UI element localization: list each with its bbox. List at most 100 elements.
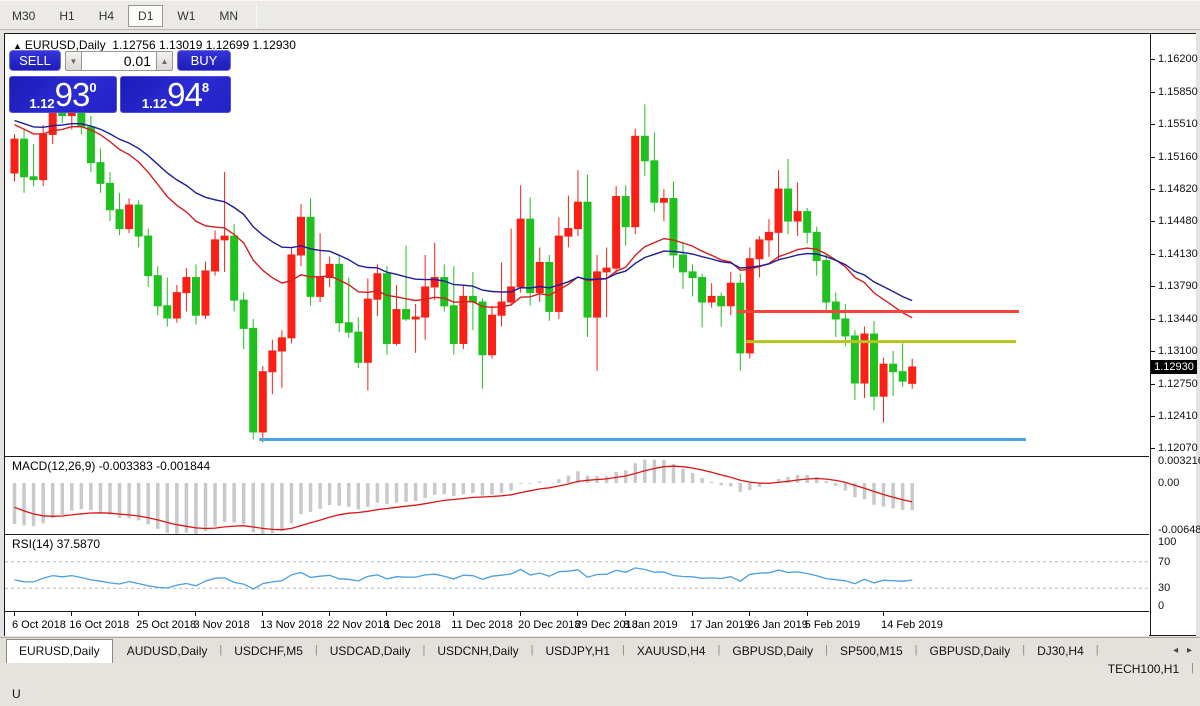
date-tick — [453, 612, 455, 616]
date-axis-label: 22 Nov 2018 — [327, 619, 390, 631]
sell-button[interactable]: SELL — [9, 50, 61, 71]
date-axis-label: 8 Jan 2019 — [623, 619, 678, 631]
rsi-axis-label: 100 — [1158, 536, 1177, 548]
chart-tab[interactable]: USDCHF,M5 — [234, 644, 303, 658]
macd-axis-label: 0.003216 — [1158, 455, 1200, 467]
date-axis-label: 14 Feb 2019 — [881, 619, 943, 631]
tab-separator: | — [825, 644, 828, 656]
volume-decrease-button[interactable]: ▼ — [65, 51, 82, 71]
macd-main-value: -0.003383 — [98, 459, 153, 473]
chart-window[interactable]: ▲ EURUSD,Daily 1.12756 1.13019 1.12699 1.… — [4, 33, 1200, 636]
buy-button[interactable]: BUY — [177, 50, 231, 71]
rsi-axis-label: 0 — [1158, 600, 1165, 612]
tab-separator: | — [422, 644, 426, 656]
bid-price-box[interactable]: 1.12930 — [9, 76, 117, 113]
tab-separator: | — [314, 644, 318, 656]
tab-scroll-arrows: ◂ ▸ — [1167, 645, 1192, 656]
price-tick — [1151, 157, 1155, 158]
toolbar-separator — [256, 5, 258, 27]
price-tick — [1151, 447, 1155, 449]
price-axis-label: 1.12070 — [1158, 441, 1198, 454]
date-tick — [692, 612, 694, 616]
rsi-axis-label: 30 — [1158, 582, 1171, 595]
price-axis-label: 1.13790 — [1158, 280, 1198, 292]
date-axis-label: 3 Nov 2018 — [193, 619, 250, 631]
price-tick — [1151, 189, 1155, 191]
tab-separator: | — [530, 644, 534, 656]
price-tick — [1151, 383, 1155, 385]
date-axis-label: 26 Jan 2019 — [747, 619, 808, 631]
timeframe-button-h1[interactable]: H1 — [59, 9, 75, 23]
chart-tab[interactable]: SP500,M15 — [839, 644, 903, 658]
one-click-trade-widget: SELL ▼ ▲ BUY 1.12930 1.12948 — [9, 50, 231, 113]
date-tick — [386, 612, 388, 616]
macd-plot[interactable] — [5, 456, 1149, 534]
chart-tab[interactable]: USDJPY,H1 — [545, 644, 610, 658]
chart-tab-bar: ◂ ▸ EURUSD,Daily AUDUSD,Daily | USDCHF,M5 | U… — [0, 637, 1200, 701]
chart-tab[interactable]: USDCNH,Daily — [437, 644, 519, 658]
price-tick — [1151, 286, 1155, 287]
tab-separator: | — [717, 644, 721, 656]
macd-axis-label: -0.006485 — [1158, 524, 1200, 536]
price-axis-label: 1.12410 — [1158, 409, 1198, 422]
date-tick — [577, 612, 579, 616]
timeframe-toolbar: M30 H1 H4 D1 W1 MN — [0, 0, 1200, 30]
macd-label: MACD(12,26,9) -0.003383 -0.001844 — [12, 459, 211, 473]
timeframe-button-d1[interactable]: D1 — [128, 5, 164, 27]
volume-input[interactable] — [82, 51, 156, 71]
volume-increase-button[interactable]: ▲ — [156, 51, 173, 71]
chart-symbol: EURUSD,Daily — [24, 38, 106, 52]
price-tick — [1151, 221, 1155, 223]
date-tick — [625, 612, 627, 616]
ohlc-close: 1.12930 — [252, 38, 296, 52]
date-axis-label: 16 Oct 2018 — [69, 619, 130, 631]
chart-tab[interactable]: XAUUSD,H4 — [636, 644, 706, 658]
price-axis-label: 1.14130 — [1158, 248, 1198, 260]
price-axis-label: 1.16200 — [1158, 53, 1198, 66]
timeframe-button-h4[interactable]: H4 — [98, 9, 115, 23]
price-tick — [1151, 318, 1155, 320]
tab-scroll-left-icon[interactable]: ◂ — [1173, 645, 1179, 656]
price-axis-label: 1.15850 — [1158, 86, 1198, 99]
date-tick — [138, 612, 140, 616]
price-axis-label: 1.12750 — [1158, 377, 1198, 390]
date-tick — [883, 612, 885, 616]
chart-tab[interactable]: GBPUSD,Daily — [732, 644, 814, 658]
date-axis-label: 25 Oct 2018 — [136, 619, 197, 631]
candlestick-plot[interactable] — [5, 34, 1149, 456]
date-axis-label: 11 Dec 2018 — [451, 619, 513, 631]
date-tick — [195, 612, 197, 616]
chart-tab[interactable]: EURUSD,Daily — [6, 639, 113, 663]
date-axis-label: 5 Feb 2019 — [804, 619, 861, 631]
chart-tab[interactable]: TECH100,H1 — [1107, 662, 1180, 676]
price-axis-label: 1.14820 — [1158, 183, 1198, 196]
bid-pipette: 0 — [89, 80, 97, 95]
ask-price-box[interactable]: 1.12948 — [120, 76, 231, 113]
timeframe-button-w1[interactable]: W1 — [177, 9, 196, 23]
chart-tab[interactable]: AUDUSD,Daily — [126, 644, 208, 658]
ohlc-high: 1.13019 — [159, 38, 203, 52]
bid-prefix: 1.12 — [29, 96, 55, 111]
chart-tab[interactable]: USDCAD,Daily — [329, 644, 411, 658]
chart-tab[interactable]: U — [12, 687, 21, 701]
collapse-triangle-icon[interactable]: ▲ — [13, 41, 22, 51]
date-tick — [749, 612, 751, 616]
chart-tab[interactable]: DJ30,H4 — [1037, 644, 1084, 658]
tab-separator: | — [219, 644, 223, 656]
tab-separator: | — [1022, 644, 1026, 656]
price-axis[interactable]: 1.16200 1.15850 1.15510 1.15160 1.14820 1.144… — [1150, 34, 1200, 635]
tab-scroll-right-icon[interactable]: ▸ — [1186, 645, 1192, 656]
date-axis[interactable]: 6 Oct 2018 16 Oct 2018 25 Oct 2018 3 Nov 20… — [5, 611, 1149, 636]
price-tick — [1151, 92, 1155, 94]
timeframe-button-m30[interactable]: M30 — [12, 9, 36, 23]
timeframe-button-mn[interactable]: MN — [219, 9, 239, 23]
date-tick — [262, 612, 264, 616]
rsi-plot[interactable] — [5, 534, 1149, 611]
price-tick — [1151, 350, 1155, 352]
ask-pipette: 8 — [201, 80, 210, 95]
macd-signal-value: -0.001844 — [156, 459, 211, 473]
price-axis-label: 1.15160 — [1158, 151, 1198, 163]
macd-axis-label: 0.00 — [1158, 477, 1180, 489]
price-tick — [1151, 415, 1155, 417]
chart-tab[interactable]: GBPUSD,Daily — [929, 644, 1011, 658]
